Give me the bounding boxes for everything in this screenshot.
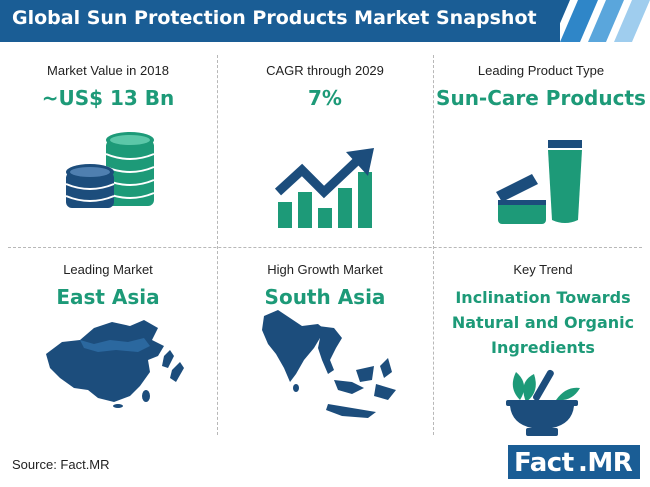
grid-divider-horizontal	[8, 247, 642, 248]
mortar-pestle-leaves-icon	[506, 369, 580, 436]
logo-text-left: Fact	[514, 448, 574, 478]
header: Global Sun Protection Products Market Sn…	[0, 0, 650, 42]
stat-leading-market: Leading Market East Asia	[0, 262, 216, 309]
stat-key-trend: Key Trend Inclination Towards Natural an…	[445, 262, 641, 360]
coin-stack-icon	[65, 132, 155, 208]
stat-value: Sun-Care Products	[436, 86, 646, 110]
stat-label: CAGR through 2029	[266, 63, 384, 78]
fact-mr-logo: Fact .MR	[508, 445, 640, 479]
stat-cagr: CAGR through 2029 7%	[217, 63, 433, 110]
stat-value: ~US$ 13 Bn	[41, 86, 175, 110]
south-asia-map-icon	[262, 310, 396, 418]
grid-divider-vertical-2	[433, 55, 434, 435]
stat-label: Key Trend	[513, 262, 573, 277]
stat-product-type: Leading Product Type Sun-Care Products	[433, 63, 649, 110]
stat-label: Leading Market	[63, 262, 153, 277]
stat-value: 7%	[308, 86, 342, 110]
stat-value: East Asia	[56, 285, 160, 309]
grid-divider-vertical-1	[217, 55, 218, 435]
stat-market-value: Market Value in 2018 ~US$ 13 Bn	[0, 63, 216, 110]
east-asia-map-icon	[46, 320, 184, 408]
stat-value: South Asia	[264, 285, 386, 309]
stat-high-growth-market: High Growth Market South Asia	[217, 262, 433, 309]
sunscreen-products-icon	[496, 140, 582, 224]
header-stripes-decoration	[540, 0, 650, 42]
stat-label: Leading Product Type	[477, 63, 605, 78]
growth-chart-icon	[274, 148, 374, 228]
header-bar	[0, 0, 560, 42]
page-title: Global Sun Protection Products Market Sn…	[12, 7, 537, 29]
stat-value: Inclination Towards Natural and Organic …	[451, 288, 635, 357]
stat-label: High Growth Market	[267, 262, 383, 277]
logo-text-right: .MR	[578, 448, 633, 478]
source-note: Source: Fact.MR	[12, 457, 110, 472]
stat-label: Market Value in 2018	[47, 63, 169, 78]
